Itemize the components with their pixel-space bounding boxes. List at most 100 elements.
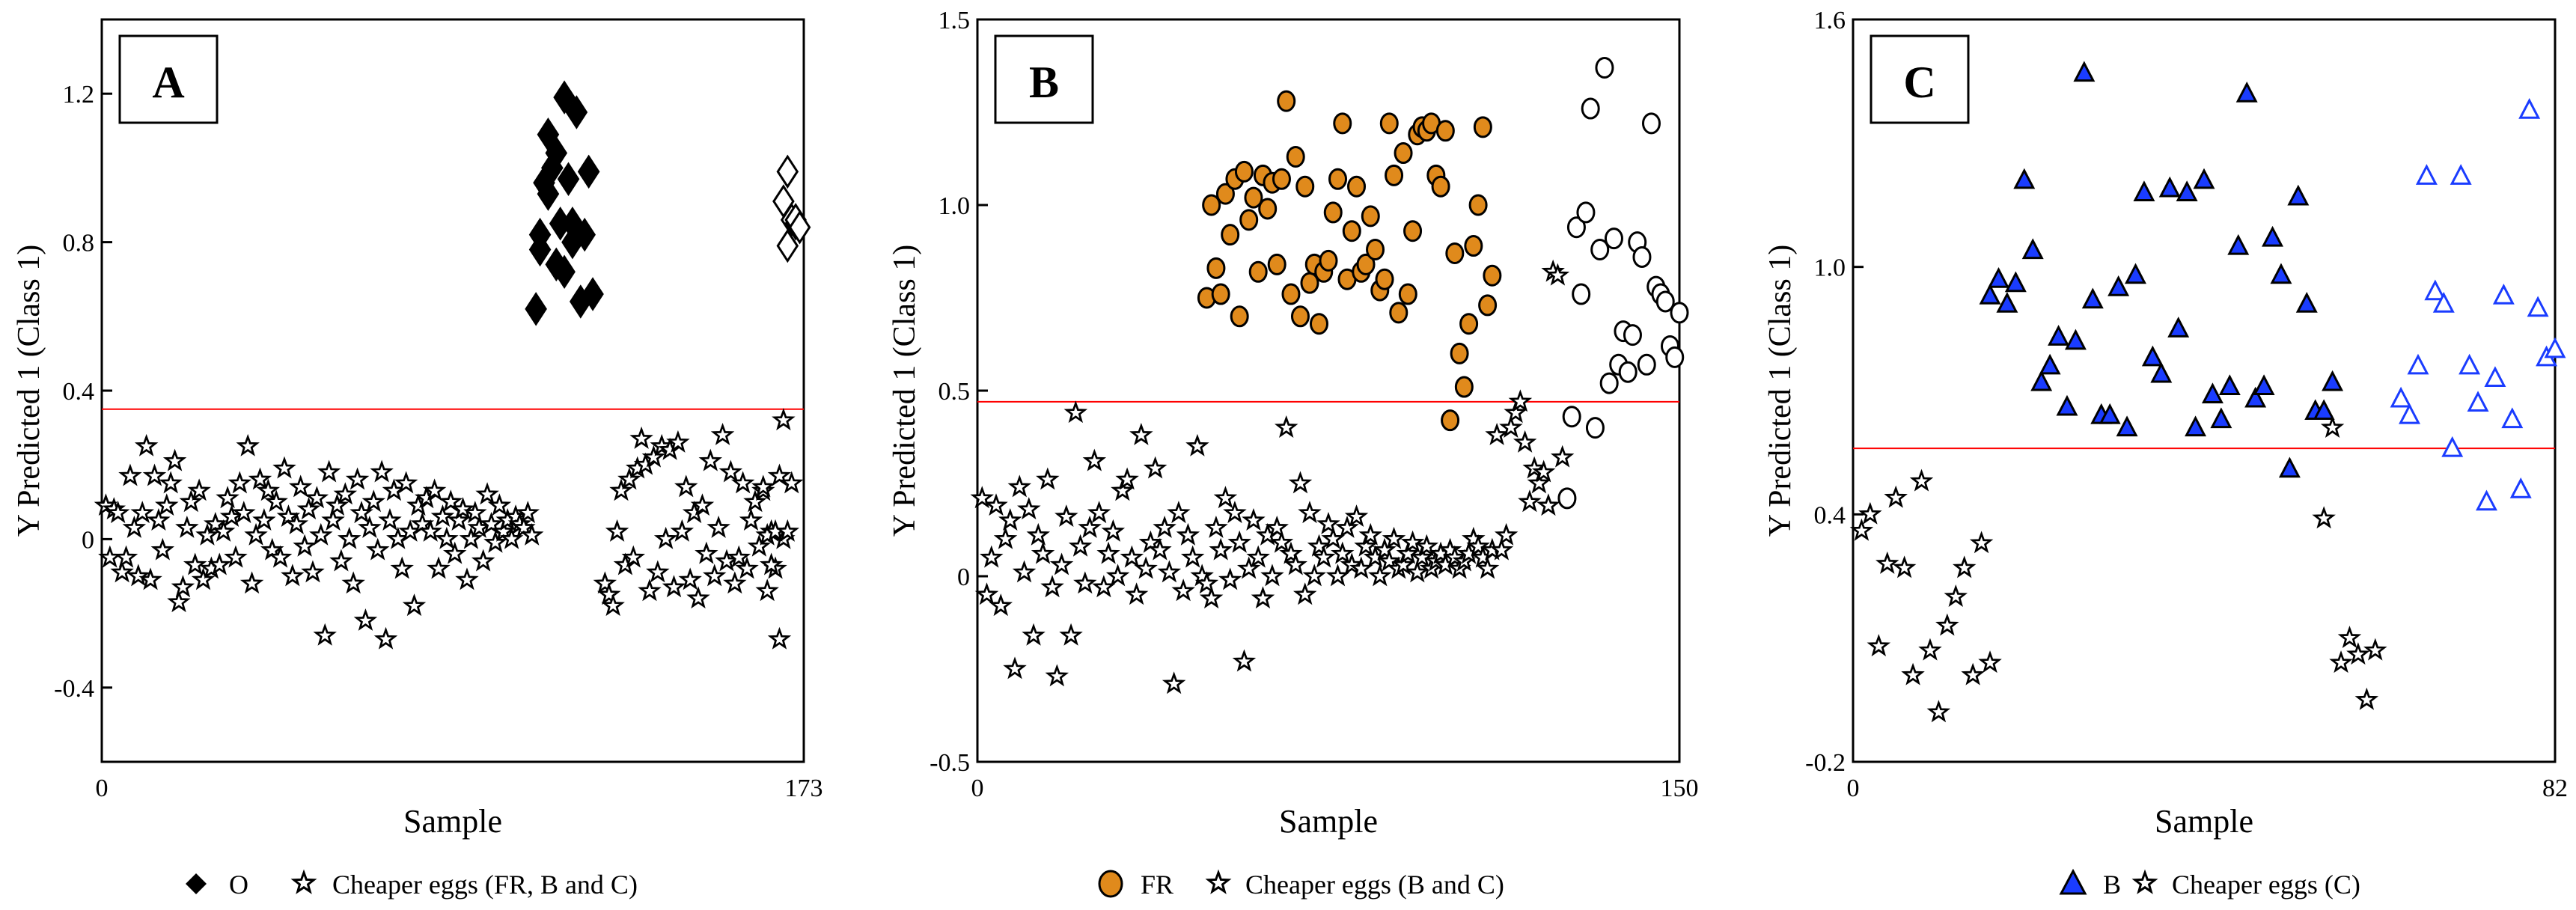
- point-o: [537, 177, 560, 211]
- point-fr: [1394, 142, 1413, 165]
- point-b: [2201, 382, 2224, 404]
- y-tick-label-c: 1.6: [1814, 7, 1846, 34]
- point-fr: [1221, 224, 1240, 246]
- point-b: [2099, 403, 2121, 424]
- point-b-validation: [2424, 279, 2447, 301]
- point-o: [553, 80, 576, 114]
- point-b-validation: [2399, 403, 2421, 424]
- point-b: [2021, 238, 2044, 260]
- y-tick-label-c: -0.2: [1805, 749, 1846, 777]
- point-fr: [1361, 205, 1380, 228]
- point-b: [2278, 456, 2301, 478]
- point-b-validation: [2484, 366, 2506, 387]
- point-fr: [1239, 209, 1259, 231]
- point-fr-validation: [1572, 283, 1591, 305]
- point-b: [2013, 168, 2036, 189]
- point-b-validation: [2518, 98, 2541, 119]
- y-tick-label-a: 0.4: [63, 378, 95, 406]
- point-fr: [1450, 342, 1469, 364]
- point-b-validation: [2492, 284, 2515, 305]
- point-o: [525, 292, 547, 326]
- point-b: [2116, 415, 2138, 437]
- point-b: [2158, 176, 2181, 198]
- point-b: [2253, 374, 2275, 395]
- point-fr: [1385, 164, 1404, 186]
- point-b: [2227, 233, 2250, 255]
- point-fr: [1435, 120, 1455, 142]
- legend-b: FR Cheaper eggs (B and C): [1098, 870, 1504, 900]
- point-b: [2133, 180, 2155, 201]
- point-b-validation: [2390, 386, 2412, 408]
- point-fr: [1234, 160, 1254, 183]
- point-fr: [1342, 220, 1361, 242]
- point-b: [2108, 275, 2130, 296]
- legend-marker-star-c: [2134, 871, 2156, 893]
- point-b: [1996, 292, 2018, 313]
- legend-marker-star-a: [293, 871, 315, 893]
- point-fr-validation: [1557, 487, 1577, 510]
- x-tick-label-a: 173: [785, 775, 823, 802]
- point-b-validation: [2509, 477, 2532, 498]
- point-o: [528, 217, 552, 252]
- point-b: [2125, 263, 2146, 284]
- point-fr-validation: [1637, 353, 1656, 376]
- point-fr: [1356, 253, 1376, 275]
- point-b: [2150, 361, 2173, 383]
- y-tick-label-b: -0.5: [930, 749, 970, 777]
- point-fr: [1281, 283, 1301, 305]
- legend-label-b: B: [2103, 870, 2121, 900]
- point-fr-validation: [1623, 324, 1642, 346]
- panel-letter-b: B: [1029, 58, 1059, 107]
- marks-a: [96, 80, 811, 648]
- marks-c: [1852, 61, 2566, 721]
- point-fr: [1319, 249, 1338, 272]
- point-b: [2039, 353, 2061, 375]
- point-b: [2030, 370, 2053, 391]
- legend-marker-star-b: [1207, 871, 1230, 893]
- panel-a: A 1.2 0.8 0.4 0 -0.4 0 173 Sample Y Predicted …: [12, 18, 823, 900]
- point-b: [2287, 184, 2310, 206]
- y-tick-label-c: 1.0: [1814, 254, 1846, 282]
- point-o: [577, 154, 600, 189]
- y-tick-label-b: 1.5: [938, 7, 971, 34]
- y-tick-label-b: 1.0: [938, 192, 971, 220]
- y-axis-label-b: Y Predicted 1 (Class 1): [888, 245, 922, 537]
- point-b-validation: [2459, 353, 2481, 375]
- point-fr: [1286, 146, 1305, 168]
- point-b: [2167, 317, 2190, 338]
- legend-label-cheaper-c: Cheaper eggs (C): [2172, 870, 2360, 900]
- point-fr: [1328, 168, 1348, 190]
- point-o: [553, 254, 576, 290]
- point-fr: [1445, 242, 1465, 264]
- point-fr: [1309, 313, 1328, 335]
- point-fr: [1347, 175, 1367, 198]
- point-b: [2235, 81, 2258, 103]
- point-b: [2322, 370, 2344, 391]
- point-fr: [1478, 294, 1498, 317]
- point-o: [545, 135, 568, 171]
- point-fr: [1211, 283, 1230, 305]
- point-fr-validation: [1641, 112, 1661, 135]
- point-fr: [1431, 175, 1450, 198]
- point-fr-validation: [1632, 245, 1652, 268]
- point-b: [2313, 399, 2335, 421]
- y-tick-label-a: 1.2: [63, 81, 95, 109]
- point-b: [2193, 168, 2215, 189]
- point-b-validation: [2441, 436, 2464, 457]
- plot-frame-b: [976, 18, 1681, 763]
- point-fr: [1295, 175, 1315, 198]
- point-b: [2141, 345, 2164, 367]
- point-fr-validation: [1576, 201, 1596, 224]
- point-fr-validation: [1595, 56, 1614, 79]
- point-fr: [1290, 305, 1310, 328]
- point-fr-validation: [1599, 372, 1619, 394]
- y-tick-label-b: 0.5: [938, 378, 971, 406]
- panel-letter-a: A: [152, 58, 184, 107]
- y-tick-label-a: 0.8: [63, 230, 95, 257]
- point-fr-validation: [1604, 228, 1623, 250]
- point-b-validation: [2467, 391, 2489, 412]
- panel-letter-box-b: [994, 34, 1094, 124]
- y-tick-label-a: 0: [82, 526, 94, 554]
- legend-marker-b: [2059, 868, 2087, 895]
- legend-label-fr: FR: [1141, 870, 1173, 900]
